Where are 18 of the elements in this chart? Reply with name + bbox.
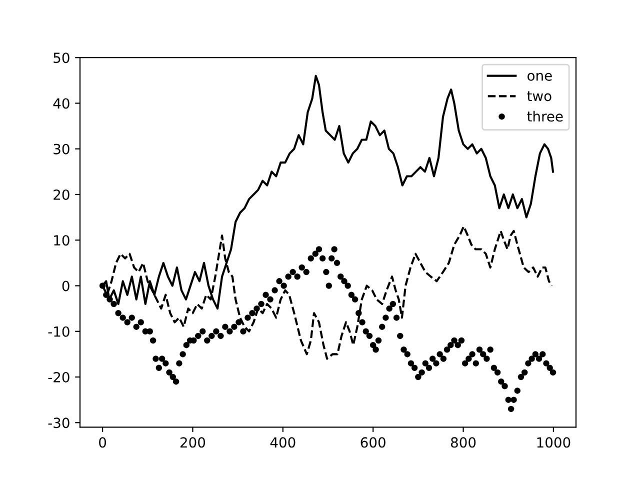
- y-tick-label: 0: [62, 280, 70, 292]
- y-tick-label: 20: [54, 189, 70, 200]
- x-tick-label: 0: [99, 437, 106, 448]
- x-tick-label: 200: [180, 437, 206, 448]
- y-tick-label: 30: [54, 144, 70, 154]
- legend-label: three: [527, 110, 563, 122]
- y-tick-label: 50: [54, 52, 70, 64]
- legend-label: two: [527, 91, 552, 102]
- legend-label: one: [528, 72, 552, 81]
- x-tick-label: 800: [450, 437, 476, 448]
- y-tick-label: -20: [48, 372, 70, 382]
- x-tick-label: 400: [270, 437, 296, 448]
- x-tick-label: 1000: [537, 437, 570, 448]
- y-tick-label: -10: [48, 326, 70, 337]
- y-tick-label: -30: [48, 418, 70, 428]
- x-tick-label: 600: [360, 437, 386, 448]
- y-tick-label: 10: [54, 235, 70, 246]
- y-tick-label: 40: [53, 98, 70, 109]
